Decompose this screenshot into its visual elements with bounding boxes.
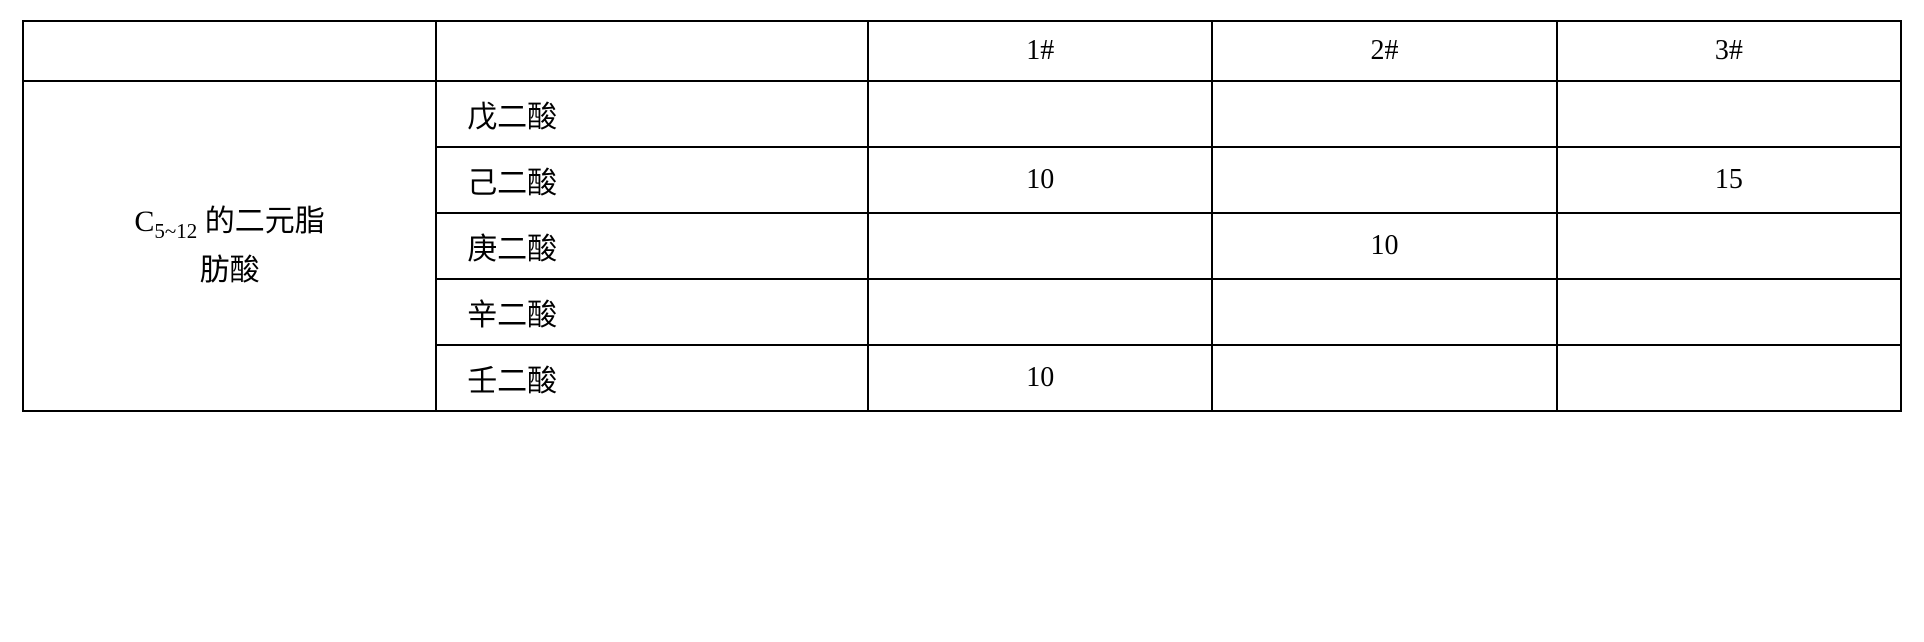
header-cell-3: 1# <box>868 21 1212 81</box>
acid-name-cell: 壬二酸 <box>436 345 868 411</box>
value-cell <box>1212 279 1556 345</box>
value-cell <box>868 213 1212 279</box>
value-cell <box>1557 81 1901 147</box>
value-cell <box>868 81 1212 147</box>
value-cell <box>1557 345 1901 411</box>
value-cell: 10 <box>868 345 1212 411</box>
header-cell-2 <box>436 21 868 81</box>
data-table: 1# 2# 3# C5~12 的二元脂肪酸 戊二酸 己二酸 10 15 庚二酸 … <box>22 20 1902 412</box>
row-group-header: C5~12 的二元脂肪酸 <box>23 81 436 411</box>
value-cell <box>868 279 1212 345</box>
acid-name-cell: 戊二酸 <box>436 81 868 147</box>
table-row: C5~12 的二元脂肪酸 戊二酸 <box>23 81 1901 147</box>
row-group-prefix: C <box>134 205 154 238</box>
row-group-subscript: 5~12 <box>154 219 197 243</box>
value-cell <box>1557 279 1901 345</box>
acid-name-cell: 辛二酸 <box>436 279 868 345</box>
table-header-row: 1# 2# 3# <box>23 21 1901 81</box>
value-cell <box>1212 81 1556 147</box>
value-cell: 15 <box>1557 147 1901 213</box>
value-cell <box>1212 147 1556 213</box>
value-cell <box>1212 345 1556 411</box>
row-group-suffix1: 的二元脂 <box>197 205 325 238</box>
value-cell: 10 <box>1212 213 1556 279</box>
header-cell-5: 3# <box>1557 21 1901 81</box>
header-cell-4: 2# <box>1212 21 1556 81</box>
acid-name-cell: 庚二酸 <box>436 213 868 279</box>
row-group-suffix2: 肪酸 <box>200 254 260 287</box>
value-cell <box>1557 213 1901 279</box>
header-cell-1 <box>23 21 436 81</box>
value-cell: 10 <box>868 147 1212 213</box>
acid-name-cell: 己二酸 <box>436 147 868 213</box>
